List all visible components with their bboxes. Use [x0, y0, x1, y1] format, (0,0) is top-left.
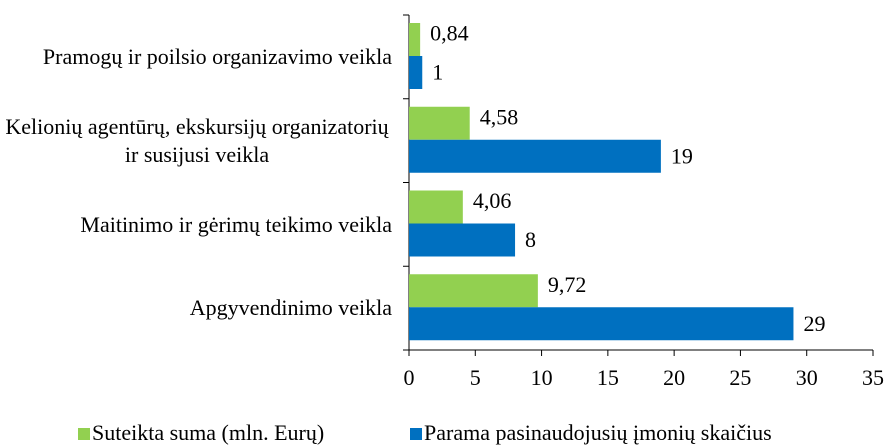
x-tick-label: 0: [404, 365, 415, 390]
legend-label: Suteikta suma (mln. Eurų): [92, 420, 324, 445]
value-label: 8: [525, 227, 536, 252]
x-tick-label: 30: [796, 365, 818, 390]
bar: [409, 307, 794, 341]
bar: [409, 139, 661, 173]
category-text: Maitinimo ir gėrimų teikimo veikla: [80, 211, 392, 237]
category-label: Kelionių agentūrų, ekskursijų organizato…: [2, 99, 392, 183]
bar: [409, 106, 470, 140]
bar: [409, 56, 423, 89]
legend-label: Parama pasinaudojusių įmonių skaičius: [424, 420, 772, 445]
category-text: Kelionių agentūrų, ekskursijų organizato…: [5, 114, 389, 167]
value-label: 0,84: [430, 21, 469, 46]
value-label: 29: [803, 311, 825, 336]
value-label: 9,72: [548, 272, 587, 297]
bar: [409, 23, 421, 56]
bar: [409, 274, 538, 308]
x-tick-label: 10: [531, 365, 553, 390]
value-label: 4,58: [480, 104, 519, 129]
category-text: Apgyvendinimo veikla: [189, 295, 392, 321]
x-tick-label: 25: [729, 365, 751, 390]
category-label: Pramogų ir poilsio organizavimo veikla: [2, 15, 392, 99]
bar: [409, 223, 516, 257]
value-label: 4,06: [473, 188, 512, 213]
category-label: Apgyvendinimo veikla: [2, 266, 392, 350]
value-label: 19: [671, 143, 693, 168]
value-label: 1: [432, 60, 443, 85]
x-tick-label: 5: [470, 365, 481, 390]
category-label: Maitinimo ir gėrimų teikimo veikla: [2, 183, 392, 267]
bar: [409, 190, 463, 224]
legend-swatch: [78, 428, 90, 440]
x-tick-label: 20: [663, 365, 685, 390]
legend-swatch: [410, 428, 422, 440]
x-tick-label: 15: [597, 365, 619, 390]
category-text: Pramogų ir poilsio organizavimo veikla: [42, 44, 392, 70]
x-tick-label: 35: [862, 365, 884, 390]
